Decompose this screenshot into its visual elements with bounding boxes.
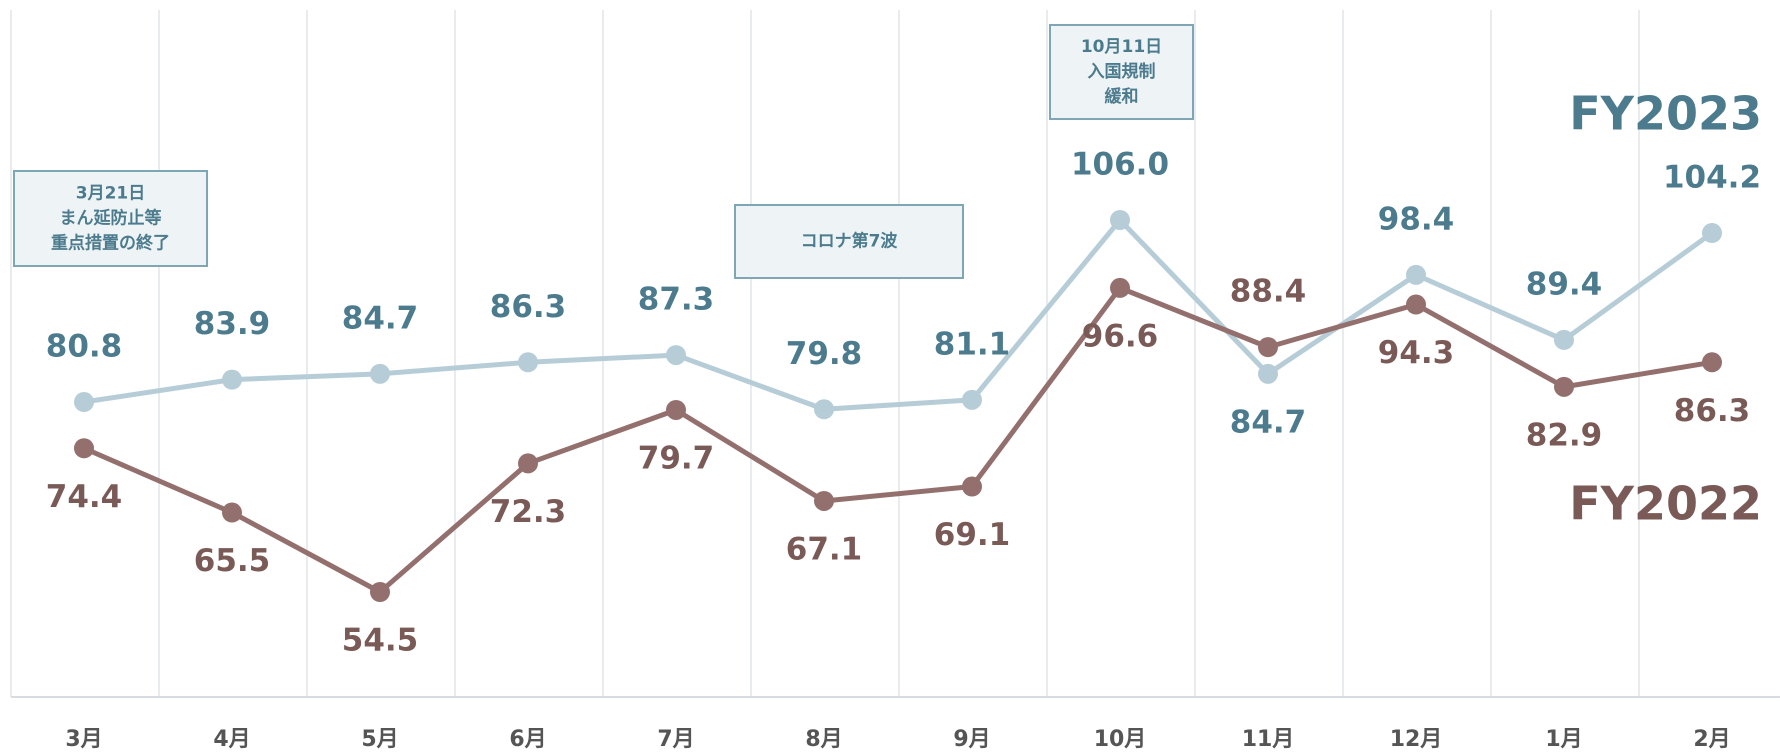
data-label: 79.8 bbox=[786, 336, 863, 372]
data-label: 94.3 bbox=[1378, 335, 1455, 371]
data-label: 86.3 bbox=[1674, 393, 1751, 429]
annotation-box bbox=[13, 170, 208, 267]
data-point bbox=[74, 438, 94, 459]
data-label: 104.2 bbox=[1663, 160, 1761, 196]
x-tick-label: 7月 bbox=[657, 727, 694, 752]
x-tick-label: 3月 bbox=[65, 727, 102, 752]
data-label: 82.9 bbox=[1526, 417, 1603, 453]
data-point bbox=[370, 582, 390, 602]
x-tick-label: 1月 bbox=[1545, 727, 1582, 752]
data-point bbox=[1110, 277, 1130, 298]
data-point bbox=[962, 476, 982, 497]
data-point bbox=[814, 399, 834, 420]
x-tick-label: 6月 bbox=[509, 727, 546, 752]
series-name: FY2022 bbox=[1569, 477, 1762, 531]
data-point bbox=[1258, 337, 1278, 358]
data-point bbox=[962, 389, 982, 410]
x-tick-label: 10月 bbox=[1094, 727, 1147, 752]
series-name: FY2023 bbox=[1569, 87, 1762, 141]
x-tick-label: 5月 bbox=[361, 727, 398, 752]
data-point bbox=[222, 502, 242, 523]
data-point bbox=[1258, 363, 1278, 384]
annotation-text: コロナ第7波 bbox=[801, 231, 899, 252]
series-line bbox=[83, 217, 1714, 412]
data-label: 96.6 bbox=[1082, 318, 1159, 354]
series-line bbox=[83, 285, 1713, 595]
data-point bbox=[1702, 223, 1722, 244]
data-point bbox=[1554, 329, 1574, 350]
data-label: 74.4 bbox=[46, 479, 123, 515]
data-point bbox=[370, 363, 390, 384]
data-label: 106.0 bbox=[1071, 147, 1169, 183]
x-tick-label: 8月 bbox=[805, 727, 842, 752]
data-label: 86.3 bbox=[490, 289, 567, 325]
data-point bbox=[1702, 352, 1722, 373]
data-label: 54.5 bbox=[342, 623, 419, 659]
annotation-text: 重点措置の終了 bbox=[51, 233, 170, 254]
data-label: 84.7 bbox=[1230, 404, 1307, 440]
x-tick-label: 9月 bbox=[953, 727, 990, 752]
data-label: 69.1 bbox=[934, 517, 1011, 553]
data-label: 80.8 bbox=[46, 329, 123, 365]
data-point bbox=[74, 392, 94, 413]
x-tick-label: 12月 bbox=[1390, 727, 1443, 752]
data-label: 72.3 bbox=[490, 494, 567, 530]
annotation-text: まん延防止等 bbox=[60, 208, 162, 229]
data-label: 65.5 bbox=[194, 543, 271, 579]
data-label: 88.4 bbox=[1230, 274, 1307, 310]
annotation-text: 入国規制 bbox=[1088, 61, 1156, 82]
annotation-box bbox=[1049, 24, 1194, 120]
data-label: 84.7 bbox=[342, 300, 419, 336]
data-point bbox=[1406, 264, 1426, 285]
data-point bbox=[666, 345, 686, 366]
data-label: 83.9 bbox=[194, 306, 271, 342]
data-label: 67.1 bbox=[786, 531, 863, 567]
data-point bbox=[518, 352, 538, 373]
data-label: 87.3 bbox=[638, 282, 715, 318]
x-tick-label: 2月 bbox=[1693, 727, 1730, 752]
x-tick-label: 11月 bbox=[1242, 727, 1295, 752]
data-point bbox=[222, 369, 242, 390]
data-point bbox=[1554, 376, 1574, 397]
annotation-box bbox=[734, 204, 964, 279]
annotation-text: 3月21日 bbox=[76, 184, 146, 204]
data-point bbox=[1110, 210, 1130, 230]
data-label: 79.7 bbox=[638, 440, 715, 476]
data-point bbox=[518, 453, 538, 474]
data-label: 98.4 bbox=[1378, 201, 1455, 237]
annotation-text: 10月11日 bbox=[1081, 37, 1162, 57]
data-label: 81.1 bbox=[934, 326, 1011, 362]
data-point bbox=[814, 490, 834, 511]
annotation-text: 緩和 bbox=[1105, 86, 1139, 107]
data-point bbox=[1406, 294, 1426, 315]
data-label: 89.4 bbox=[1526, 266, 1603, 302]
data-point bbox=[666, 399, 686, 420]
x-tick-label: 4月 bbox=[213, 727, 250, 752]
